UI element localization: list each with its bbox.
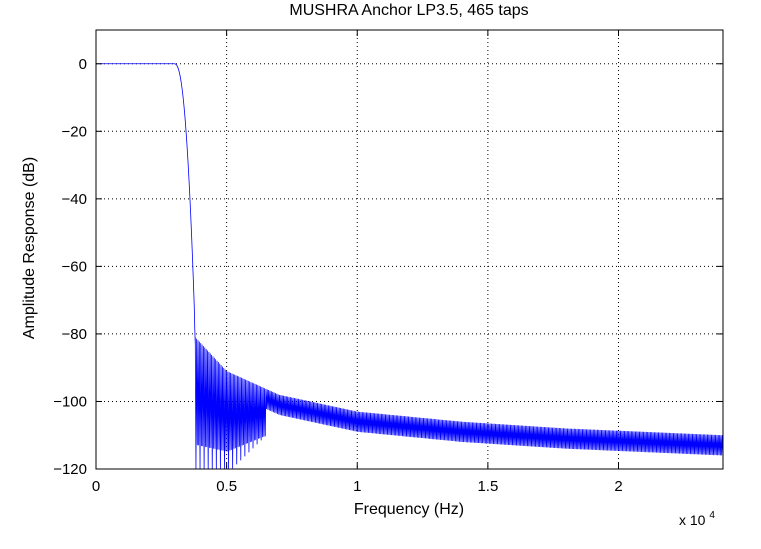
grid-lines: [96, 30, 723, 469]
y-tick-label: −60: [62, 258, 87, 275]
y-tick-label: 0: [79, 56, 87, 73]
chart-title: MUSHRA Anchor LP3.5, 465 taps: [289, 2, 528, 19]
y-tick-label: −20: [62, 123, 87, 140]
x-tick-label: 2: [614, 478, 622, 495]
x-axis-multiplier: x 10 4: [679, 510, 715, 528]
y-tick-label: −120: [53, 461, 87, 478]
x-tick-label: 0: [92, 478, 100, 495]
series-layer: [96, 63, 724, 470]
x-tick-label: 1.5: [477, 478, 498, 495]
y-tick-label: −80: [62, 326, 87, 343]
y-ticks: 0 −20 −40 −60 −80 −100 −120: [53, 56, 723, 478]
x-axis-multiplier-exponent: 4: [709, 510, 715, 521]
series-line: [96, 63, 724, 470]
axes-box: [95, 29, 724, 470]
x-tick-label: 0.5: [216, 478, 237, 495]
y-tick-label: −100: [53, 393, 87, 410]
x-ticks: 0 0.5 1 1.5 2: [92, 30, 623, 495]
x-axis-label: Frequency (Hz): [354, 501, 464, 518]
y-axis-label: Amplitude Response (dB): [21, 157, 38, 339]
plot-area-border: [95, 29, 724, 470]
y-tick-label: −40: [62, 191, 87, 208]
x-axis-multiplier-base: x 10: [679, 512, 706, 528]
x-tick-label: 1: [353, 478, 361, 495]
